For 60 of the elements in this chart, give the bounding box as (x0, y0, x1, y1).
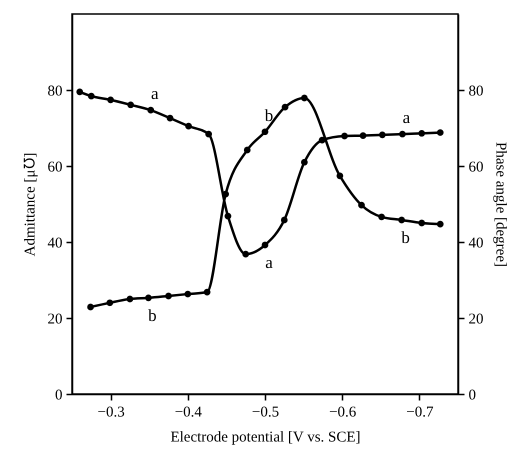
point (301, 158, 308, 166)
point (282, 104, 288, 110)
y2-tick-label: 0 (468, 388, 476, 404)
point (358, 202, 365, 208)
point (418, 130, 426, 137)
point (378, 131, 386, 138)
y-tick-label: 60 (48, 160, 62, 176)
point (127, 101, 134, 108)
point (166, 114, 174, 122)
point (204, 288, 210, 296)
point (399, 130, 406, 138)
x-tick-label: −0.5 (252, 404, 280, 420)
point (378, 214, 385, 220)
y2-axis-title: Phase angle [degree] (492, 142, 508, 267)
y2-tick-label: 20 (468, 312, 484, 328)
point (262, 128, 268, 136)
x-tick-label: −0.4 (174, 404, 202, 420)
annotation: b (148, 306, 157, 325)
point (88, 92, 95, 100)
point (184, 290, 192, 298)
y2-tick-label: 80 (468, 84, 484, 100)
point (224, 212, 232, 220)
y2-tick-label: 40 (468, 236, 484, 252)
y-tick-label: 80 (48, 84, 62, 100)
point (205, 130, 212, 138)
point (87, 304, 94, 310)
point (398, 216, 405, 224)
point (301, 94, 308, 102)
annotation: a (402, 108, 411, 128)
point (360, 132, 366, 139)
annotation: b (401, 228, 410, 247)
x-axis-title: Electrode potential [V vs. SCE] (170, 430, 361, 446)
y-tick-label: 20 (48, 312, 62, 328)
point (436, 129, 444, 136)
point (418, 220, 426, 226)
point (185, 122, 192, 130)
point (242, 250, 250, 258)
point (262, 242, 268, 248)
point (336, 172, 344, 180)
point (244, 146, 251, 154)
annotation: a (265, 253, 274, 272)
point (280, 216, 288, 224)
annotation: a (150, 84, 159, 104)
y-tick-label: 40 (48, 236, 62, 252)
point (106, 299, 114, 306)
point (341, 132, 348, 140)
y2-tick-label: 60 (468, 160, 484, 176)
x-tick-label: −0.7 (406, 404, 434, 420)
x-tick-label: −0.6 (329, 404, 357, 420)
point (107, 96, 114, 104)
point (165, 292, 172, 300)
point (145, 294, 152, 302)
point (76, 88, 84, 96)
annotation: b (264, 106, 274, 125)
point (126, 296, 134, 302)
point (147, 106, 154, 114)
x-tick-label: −0.3 (97, 404, 125, 420)
point (436, 220, 444, 228)
y-tick-label: 0 (55, 388, 62, 404)
y-axis-title: Admittance [μ℧] (22, 152, 38, 256)
